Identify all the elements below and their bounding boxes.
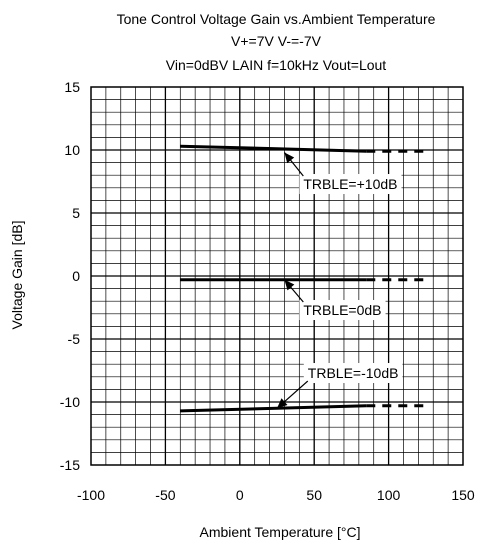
y-tick-label: -10 <box>60 394 80 410</box>
series-label-box <box>299 300 386 321</box>
y-tick-label: -15 <box>60 457 80 473</box>
y-tick-label: 5 <box>72 205 80 221</box>
x-tick-label: 150 <box>451 487 475 503</box>
callout-arrowhead <box>284 152 295 164</box>
plot-area <box>90 86 464 466</box>
callout-arrowhead <box>284 279 295 291</box>
y-tick-labels: 15 10 5 0 -5 -10 -15 <box>60 79 80 473</box>
series-label: TRBLE=-10dB <box>308 365 399 381</box>
callout-arrowhead <box>277 398 288 409</box>
data-series: TRBLE=+10dB TRBLE=0dB TRBLE=-10dB <box>180 144 426 413</box>
series-line <box>180 144 367 153</box>
series-line <box>180 404 367 413</box>
chart-subtitle-1: V+=7V V-=-7V <box>231 33 322 49</box>
x-tick-labels: -100 -50 0 50 100 150 <box>77 487 475 503</box>
y-tick-label: -5 <box>68 331 81 347</box>
series-label: TRBLE=0dB <box>303 302 381 318</box>
x-tick-label: 0 <box>236 487 244 503</box>
chart-subtitle-2: Vin=0dBV LAIN f=10kHz Vout=Lout <box>166 57 387 73</box>
series-label-box <box>299 174 402 195</box>
x-tick-label: -50 <box>155 487 175 503</box>
series-label: TRBLE=+10dB <box>303 176 397 192</box>
x-tick-label: -100 <box>77 487 105 503</box>
x-axis-label: Ambient Temperature [°C] <box>200 524 361 540</box>
y-axis-label: Voltage Gain [dB] <box>9 221 25 330</box>
x-tick-label: 100 <box>377 487 401 503</box>
y-tick-label: 0 <box>72 268 80 284</box>
chart-title: Tone Control Voltage Gain vs.Ambient Tem… <box>117 11 436 27</box>
series-label-box <box>303 363 403 384</box>
y-tick-label: 15 <box>64 79 80 95</box>
y-tick-label: 10 <box>64 142 80 158</box>
x-tick-label: 50 <box>306 487 322 503</box>
